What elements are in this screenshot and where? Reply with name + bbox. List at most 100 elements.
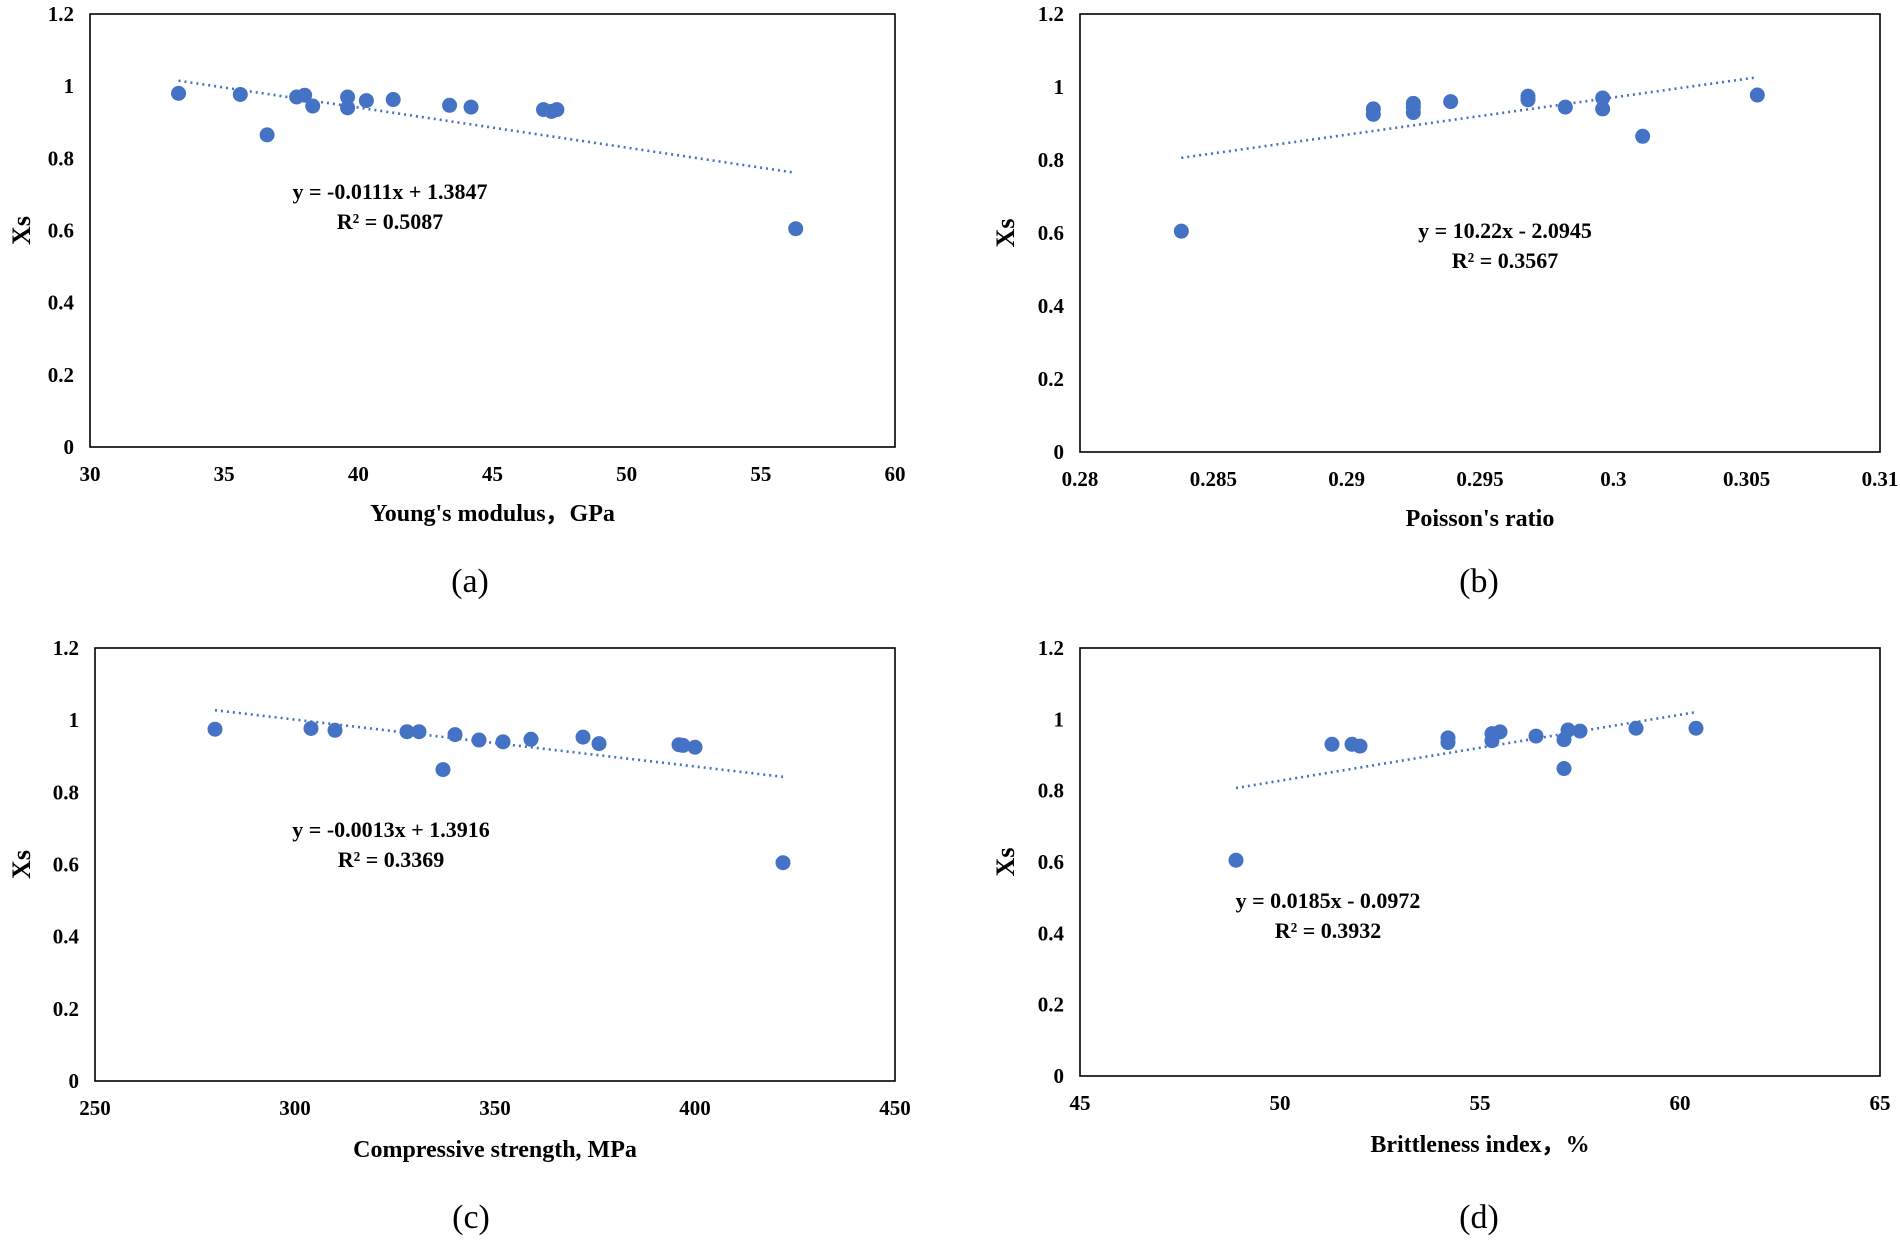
y-tick-label: 0.8 <box>53 780 79 804</box>
chart-panel-3: 0 0.2 0.4 0.6 0.8 1 1.2 250 300 350 400 450 Compress… <box>7 636 911 1236</box>
x-tick-label: 55 <box>1470 1091 1491 1115</box>
data-point <box>675 737 691 753</box>
x-axis-label: Young's modulus，GPa <box>370 501 615 527</box>
data-point <box>1352 738 1368 754</box>
trend-equation: y = 0.0185x - 0.0972 <box>1236 888 1421 913</box>
y-tick-label: 1.2 <box>1038 636 1064 660</box>
data-point <box>788 221 804 237</box>
y-tick-label: 0 <box>1054 440 1065 464</box>
y-tick-label: 0 <box>1054 1064 1065 1088</box>
x-tick-label: 250 <box>79 1096 111 1120</box>
trend-equation: y = 10.22x - 2.0945 <box>1418 218 1592 243</box>
y-tick-label: 1 <box>1054 75 1065 99</box>
x-tick-label: 50 <box>616 462 637 486</box>
x-axis-label: Compressive strength, MPa <box>353 1137 637 1163</box>
data-point <box>435 762 451 778</box>
data-point <box>1557 99 1573 115</box>
y-tick-label: 1.2 <box>53 636 79 660</box>
y-tick-label: 1.2 <box>1038 2 1064 26</box>
r-squared-label: R² = 0.5087 <box>337 209 444 234</box>
y-tick-label: 0 <box>64 435 75 459</box>
data-point <box>1572 723 1588 739</box>
y-tick-label: 0.6 <box>1038 221 1064 245</box>
y-tick-label: 1.2 <box>48 2 74 26</box>
data-point <box>1556 761 1572 777</box>
chart-panel-4: 0 0.2 0.4 0.6 0.8 1 1.2 45 50 55 60 65 Brittleness i… <box>991 636 1891 1236</box>
x-axis-label: Poisson's ratio <box>1406 506 1555 532</box>
x-tick-label: 400 <box>679 1096 711 1120</box>
data-point <box>442 97 458 113</box>
x-tick-label: 40 <box>348 462 369 486</box>
data-point <box>303 720 319 736</box>
x-tick-label: 0.285 <box>1190 467 1237 491</box>
plot-area-frame <box>1079 13 1881 453</box>
x-tick-label: 300 <box>279 1096 311 1120</box>
plot-area-frame <box>1079 647 1881 1077</box>
data-point <box>1173 223 1189 239</box>
data-point <box>575 729 591 745</box>
data-point <box>1749 87 1765 103</box>
y-tick-label: 0.8 <box>1038 779 1064 803</box>
data-point <box>1528 728 1544 744</box>
x-tick-label: 0.28 <box>1062 467 1099 491</box>
panel-label: (d) <box>1459 1199 1499 1236</box>
data-point <box>1228 852 1244 868</box>
y-tick-label: 1 <box>64 74 75 98</box>
data-point <box>1440 735 1456 751</box>
panel-label: (a) <box>451 563 489 600</box>
data-point <box>447 727 463 743</box>
y-tick-label: 0.4 <box>1038 921 1065 945</box>
data-point <box>1635 128 1651 144</box>
data-point <box>340 89 356 105</box>
r-squared-label: R² = 0.3932 <box>1275 918 1382 943</box>
y-tick-label: 0.4 <box>53 925 80 949</box>
data-point <box>1688 720 1704 736</box>
x-tick-label: 60 <box>1670 1091 1691 1115</box>
data-point <box>1405 105 1421 121</box>
x-tick-label: 45 <box>1070 1091 1091 1115</box>
y-tick-label: 1 <box>69 708 80 732</box>
data-point <box>171 85 187 101</box>
y-axis-label: Xs <box>7 216 36 245</box>
plot-area-frame <box>89 13 896 448</box>
data-point <box>463 99 479 115</box>
y-tick-label: 0 <box>69 1069 80 1093</box>
data-point <box>207 721 223 737</box>
x-tick-label: 50 <box>1270 1091 1291 1115</box>
trendline <box>1181 75 1758 160</box>
x-tick-label: 65 <box>1870 1091 1891 1115</box>
y-tick-label: 0.2 <box>48 363 74 387</box>
data-point <box>1595 90 1611 106</box>
y-tick-label: 0.6 <box>48 219 74 243</box>
data-point <box>358 93 374 109</box>
trend-equation: y = -0.0111x + 1.3847 <box>293 179 488 204</box>
x-tick-label: 55 <box>750 462 771 486</box>
data-point <box>411 724 427 740</box>
x-tick-label: 60 <box>885 462 906 486</box>
x-axis-label: Brittleness index，% <box>1370 1132 1589 1158</box>
r-squared-label: R² = 0.3369 <box>338 847 445 872</box>
data-point <box>1520 92 1536 108</box>
y-tick-label: 0.2 <box>1038 993 1064 1017</box>
y-tick-label: 0.6 <box>1038 850 1064 874</box>
chart-panel-1: 0 0.2 0.4 0.6 0.8 1 1.2 30 35 40 45 50 55 60 Young's m… <box>7 2 906 600</box>
y-tick-label: 1 <box>1054 707 1065 731</box>
y-tick-label: 0.2 <box>53 997 79 1021</box>
x-tick-label: 350 <box>479 1096 511 1120</box>
panel-label: (c) <box>452 1199 490 1236</box>
x-tick-label: 0.3 <box>1600 467 1626 491</box>
x-tick-label: 45 <box>482 462 503 486</box>
r-squared-label: R² = 0.3567 <box>1452 248 1559 273</box>
data-point <box>232 86 248 102</box>
x-tick-label: 0.31 <box>1862 467 1899 491</box>
y-axis-label: Xs <box>991 219 1020 248</box>
data-point <box>549 102 565 118</box>
x-tick-label: 30 <box>80 462 101 486</box>
data-point <box>775 855 791 871</box>
trendline <box>1235 710 1697 790</box>
y-axis-label: Xs <box>991 848 1020 877</box>
data-point <box>305 98 321 114</box>
plot-area-frame <box>94 647 896 1082</box>
data-point <box>1492 724 1508 740</box>
data-point <box>1365 106 1381 122</box>
